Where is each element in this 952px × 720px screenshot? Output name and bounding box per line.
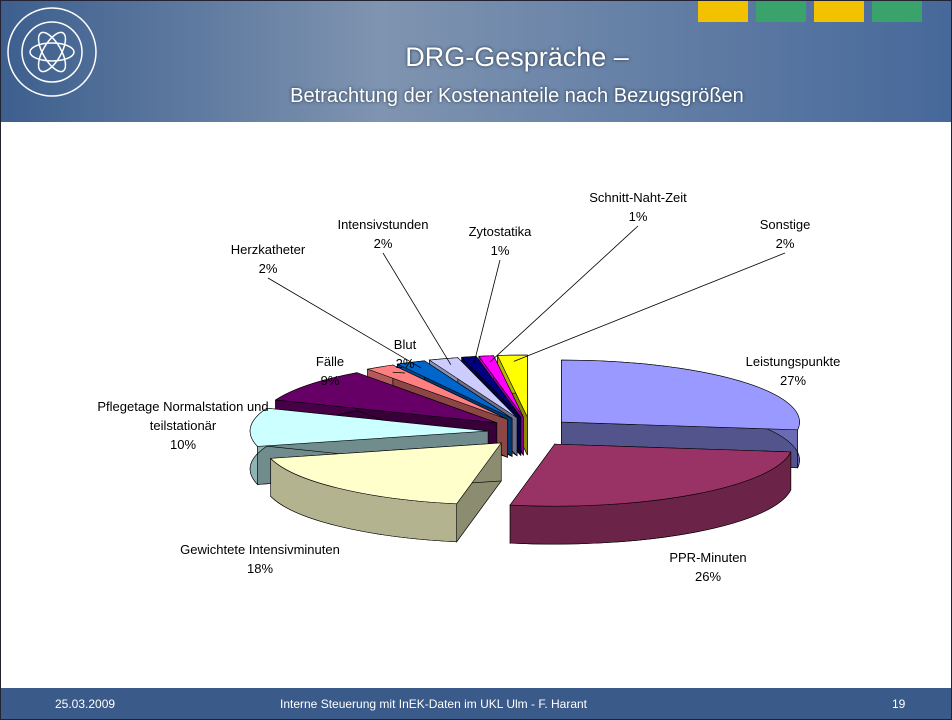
pie-slice	[270, 442, 502, 543]
label-value: 2%	[373, 236, 393, 251]
label-value: 10%	[169, 437, 197, 452]
decor-blocks	[698, 0, 922, 22]
slice-top	[428, 357, 518, 418]
label-value: 1%	[490, 243, 510, 258]
slide-subtitle: Betrachtung der Kostenanteile nach Bezug…	[290, 85, 744, 107]
data-label: Intensivstunden 2%	[328, 215, 438, 253]
slice-top	[478, 355, 524, 418]
leader-line	[382, 252, 452, 365]
slice-top	[366, 364, 508, 420]
leader-line	[473, 259, 501, 364]
label-name: PPR-Minuten	[669, 550, 747, 565]
logo	[7, 7, 97, 97]
label-value: 2%	[258, 261, 278, 276]
data-label: Leistungspunkte 27%	[723, 352, 863, 390]
leader-line	[267, 277, 422, 369]
data-label: PPR-Minuten 26%	[648, 548, 768, 586]
label-value: 27%	[779, 373, 807, 388]
leader-line	[489, 225, 639, 363]
leader-line	[513, 252, 786, 362]
label-name: Gewichtete Intensivminuten	[180, 542, 340, 557]
label-name: Herzkatheter	[230, 242, 306, 257]
slice-top	[249, 407, 489, 447]
label-name: Intensivstunden	[337, 217, 429, 232]
slice-top	[460, 356, 522, 418]
label-value: 18%	[246, 561, 274, 576]
slice-top	[561, 359, 800, 431]
footer-text: Interne Steuerung mit InEK-Daten im UKL …	[280, 697, 588, 711]
label-value: 9%	[320, 373, 340, 388]
label-name: Pflegetage Normalstation und teilstation…	[97, 399, 269, 433]
slice-top	[274, 372, 497, 424]
leader-line	[392, 371, 406, 374]
data-label: Herzkatheter 2%	[213, 240, 323, 278]
data-label: Schnitt-Naht-Zeit 1%	[573, 188, 703, 226]
label-value: 2%	[395, 356, 415, 371]
label-name: Leistungspunkte	[745, 354, 841, 369]
label-value: 2%	[775, 236, 795, 251]
label-value: 1%	[628, 209, 648, 224]
label-value: 26%	[694, 569, 722, 584]
footer-page: 19	[892, 697, 906, 711]
slice-top	[270, 442, 502, 505]
data-label: Blut 2%	[375, 335, 435, 373]
slice-top	[509, 443, 792, 507]
pie-slice	[509, 443, 792, 545]
data-label: Zytostatika 1%	[455, 222, 545, 260]
footer-band	[0, 688, 952, 720]
label-name: Blut	[393, 337, 417, 352]
data-label: Pflegetage Normalstation und teilstation…	[68, 397, 298, 454]
data-label: Fälle 9%	[290, 352, 370, 390]
data-label: Gewichtete Intensivminuten 18%	[160, 540, 360, 578]
label-name: Schnitt-Naht-Zeit	[589, 190, 687, 205]
footer-date: 25.03.2009	[55, 697, 116, 711]
label-name: Sonstige	[759, 217, 811, 232]
label-name: Zytostatika	[468, 224, 532, 239]
label-name: Fälle	[315, 354, 345, 369]
data-label: Sonstige 2%	[745, 215, 825, 253]
slide-title: DRG-Gespräche –	[405, 42, 629, 72]
